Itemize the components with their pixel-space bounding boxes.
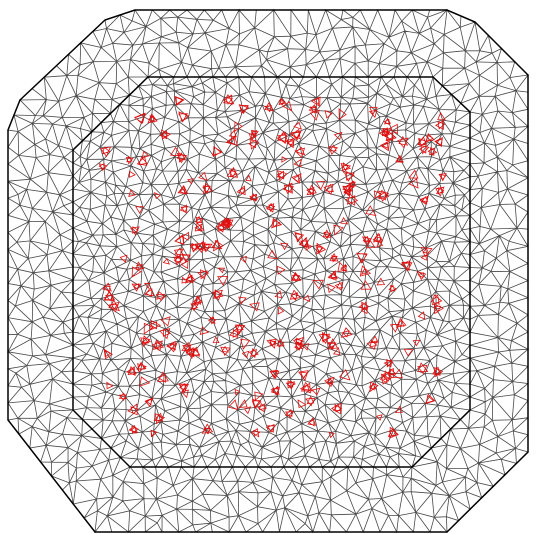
mesh-edges	[6, 8, 530, 534]
outer-boundary	[7, 9, 529, 533]
refined-elements	[98, 94, 447, 439]
inner-boundary	[72, 76, 471, 468]
